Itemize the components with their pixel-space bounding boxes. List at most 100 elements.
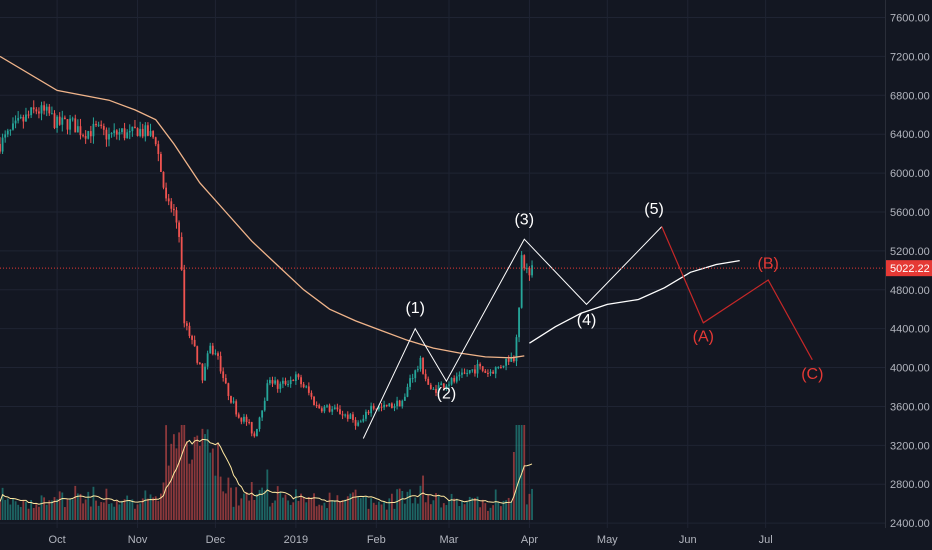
volume-bar [30, 500, 33, 520]
volume-bar [126, 495, 129, 520]
candle-body [279, 383, 282, 389]
candle-body [471, 369, 474, 371]
candlesticks [0, 100, 533, 438]
candle-body [367, 411, 370, 414]
volume-bar [370, 498, 373, 520]
candle-body [458, 374, 461, 377]
candle-body [424, 373, 427, 379]
volume-bar [492, 505, 495, 520]
volume-bar [17, 504, 20, 520]
candle-body [263, 400, 266, 411]
candle-body [466, 372, 469, 374]
volume-bar [489, 507, 492, 520]
volume-bar [419, 485, 422, 520]
volume-bar [393, 508, 396, 520]
volume-bar [292, 502, 295, 520]
candle-body [25, 114, 27, 122]
candle-body [253, 433, 256, 437]
volume-bar [69, 498, 71, 520]
volume-bar [396, 489, 398, 520]
price-axis[interactable]: 7600.00 7200.00 6800.00 6400.00 6000.00 5600.… [890, 13, 930, 531]
candle-body [328, 405, 331, 412]
volume-bar [40, 495, 43, 520]
volume-bar [152, 497, 155, 520]
volume-bar [256, 494, 258, 520]
candle-body [406, 386, 409, 397]
volume-bar [525, 504, 528, 520]
candle-body [222, 371, 225, 378]
candle-body [126, 132, 129, 139]
candle-body [266, 383, 269, 401]
volume-bar [320, 505, 323, 520]
volume-bar [227, 477, 230, 520]
volume-bar [201, 428, 204, 520]
volume-bar [357, 497, 360, 520]
volume-bar [507, 497, 510, 520]
volume-bar [89, 506, 92, 520]
y-tick-label: 4400.00 [890, 324, 930, 336]
candle-body [422, 357, 424, 374]
candle-body [487, 372, 489, 374]
volume-bar [188, 463, 191, 520]
volume-bar [38, 506, 40, 520]
volume-bar [180, 425, 183, 520]
candle-body [136, 128, 139, 136]
candle-body [479, 364, 482, 367]
candle-body [230, 395, 232, 403]
candle-body [183, 269, 186, 324]
volume-bar [219, 476, 222, 520]
candle-body [128, 131, 131, 133]
volume-bar [416, 503, 419, 520]
y-tick-label: 6400.00 [890, 129, 930, 141]
volume-bar [134, 508, 136, 520]
candle-body [300, 377, 302, 385]
time-axis[interactable]: Oct Nov Dec 2019 Feb Mar Apr May Jun Jul [49, 534, 773, 546]
candle-body [435, 388, 437, 393]
candle-body [172, 208, 175, 211]
volume-bar [6, 498, 9, 520]
candle-body [178, 222, 180, 237]
volume-bar [74, 485, 77, 520]
current-price-line: 5022.22 [0, 260, 932, 277]
volume-bar [510, 501, 513, 520]
impulse-wave-line [362, 226, 663, 439]
volume-bar [429, 504, 432, 520]
volume-bar [390, 493, 393, 520]
candle-body [115, 130, 118, 135]
candle-body [284, 380, 287, 385]
volume-bar [479, 507, 482, 520]
candle-body [349, 414, 352, 419]
volume-bar [450, 493, 453, 520]
volume-bar [147, 498, 149, 520]
candle-body [274, 380, 277, 384]
volume-bar [372, 502, 375, 520]
candle-body [121, 128, 123, 133]
volume-bar [167, 465, 170, 520]
volume-bar [115, 500, 118, 520]
candle-body [390, 403, 393, 408]
volume-bar [302, 497, 305, 520]
volume-bar [466, 501, 469, 520]
volume-bar [284, 494, 287, 520]
candle-body [393, 406, 396, 408]
candle-body [22, 117, 25, 122]
candle-body [250, 422, 253, 434]
candle-body [165, 187, 168, 199]
volume-bar [274, 500, 277, 520]
candle-body [206, 353, 209, 367]
candle-body [346, 414, 349, 419]
volume-bar [237, 505, 240, 520]
candle-body [102, 126, 105, 130]
volume-bar [14, 501, 17, 520]
wave-label: (B) [758, 255, 779, 272]
candle-body [528, 268, 531, 276]
y-tick-label: 2400.00 [890, 518, 930, 530]
candle-body [149, 131, 152, 136]
volume-bar [248, 500, 251, 520]
candle-body [224, 377, 227, 384]
y-tick-label: 6800.00 [890, 90, 930, 102]
x-tick-label: Jun [679, 534, 697, 546]
volume-bar [95, 500, 97, 520]
volume-bar [349, 493, 352, 520]
volume-bar [300, 493, 302, 520]
